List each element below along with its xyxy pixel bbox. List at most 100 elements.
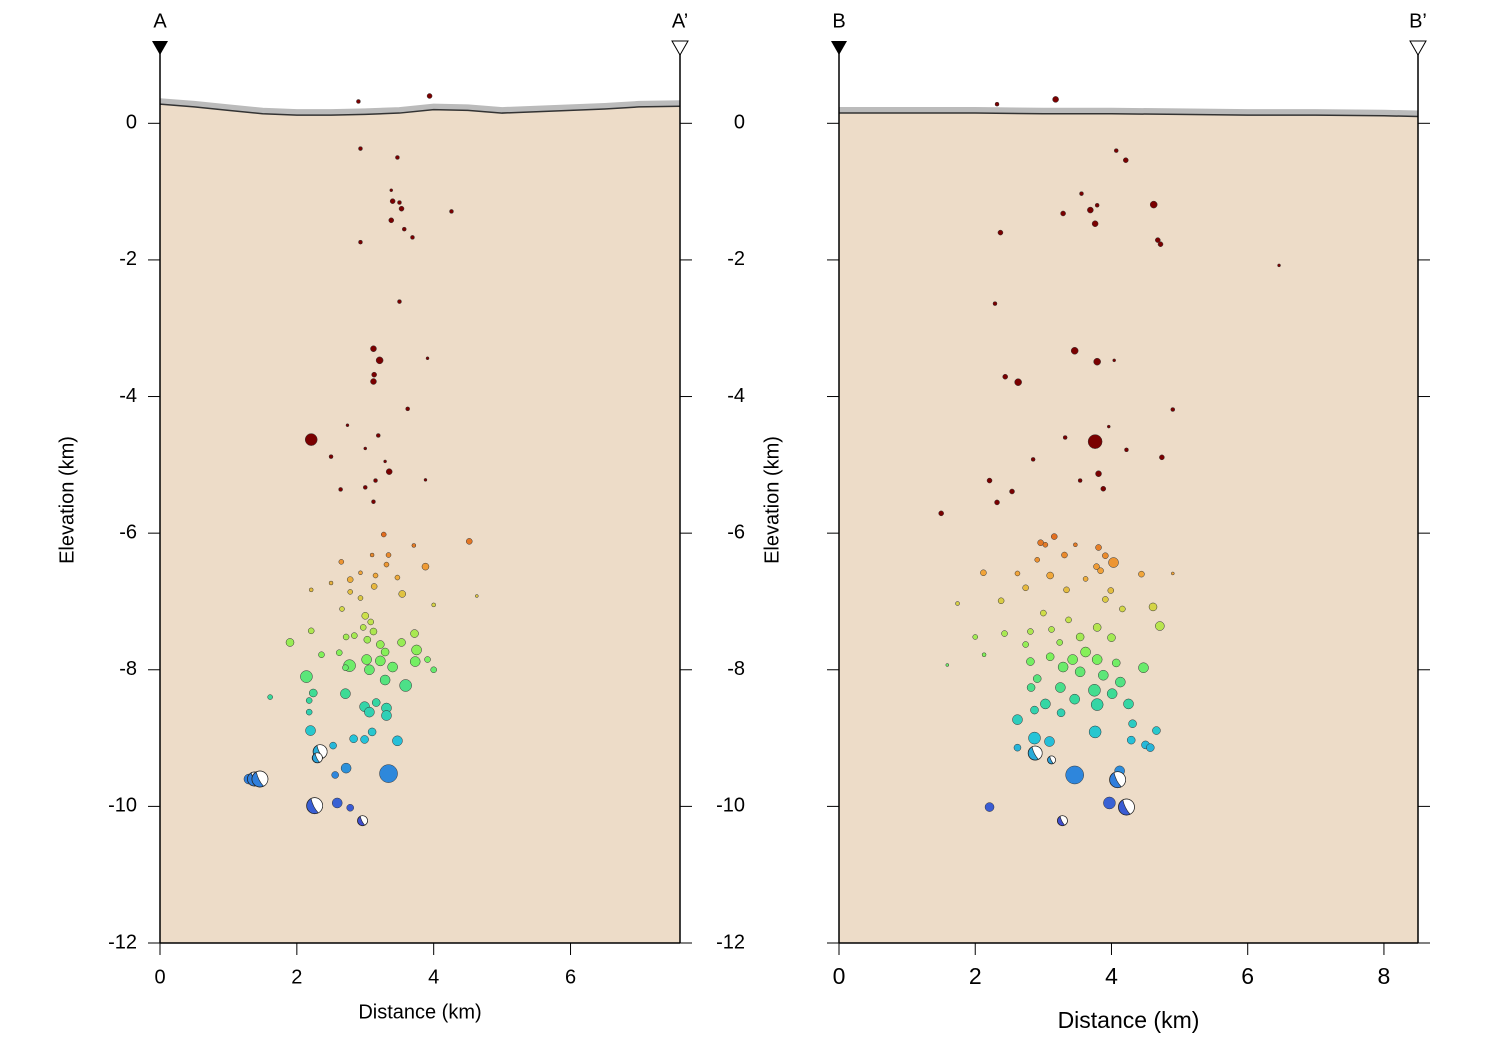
earthquake [986, 477, 993, 484]
earthquake [398, 590, 406, 598]
earthquake [1148, 602, 1158, 612]
earthquake [1100, 486, 1107, 492]
earthquake [1009, 488, 1015, 495]
x-tick-label: 4 [1105, 963, 1118, 989]
topography-band [839, 107, 1419, 117]
earthquake [309, 688, 318, 698]
earthquake [305, 708, 313, 716]
earthquake [389, 198, 396, 204]
earthquake [1073, 542, 1078, 548]
earthquake [997, 597, 1005, 605]
earthquake [1170, 407, 1176, 412]
earthquake [1092, 623, 1102, 632]
earthquake [1097, 567, 1104, 574]
focal-mechanism [306, 797, 324, 815]
earthquake [285, 638, 295, 647]
earthquake [329, 741, 337, 750]
earthquake [1045, 652, 1055, 662]
earthquake [410, 629, 419, 638]
earthquake [376, 640, 385, 649]
earthquake [1051, 533, 1058, 540]
earthquake [331, 797, 343, 809]
earthquake [1093, 563, 1100, 570]
earthquake [1107, 587, 1115, 594]
earthquake [308, 587, 314, 593]
earthquake [340, 762, 352, 774]
earthquake [371, 698, 381, 707]
earthquake [389, 188, 394, 192]
earthquake [1013, 743, 1022, 752]
topography [159, 103, 681, 116]
y-tick-label: -8 [119, 658, 137, 680]
earthquake [367, 618, 374, 626]
earthquake [1002, 373, 1008, 380]
y-tick-label: 0 [734, 112, 745, 134]
focal-mechanism [1047, 755, 1056, 765]
y-axis-label: Elevation (km) [56, 436, 78, 564]
earthquake [1157, 241, 1164, 247]
earthquake [1057, 661, 1069, 673]
earthquake [371, 499, 376, 504]
earthquake [364, 706, 375, 718]
earthquake [1115, 676, 1126, 688]
earthquake [1087, 434, 1103, 449]
earthquake [307, 627, 315, 635]
earthquake [300, 670, 313, 683]
earthquake [361, 654, 372, 665]
earthquake [1030, 705, 1039, 715]
y-tick-label: -6 [119, 521, 137, 543]
earthquake [1032, 674, 1042, 683]
earthquake [383, 561, 390, 568]
earthquake [388, 217, 395, 224]
focal-mechanism [251, 770, 269, 788]
earthquake [1046, 571, 1054, 580]
focal-mechanism [1109, 771, 1127, 789]
y-tick-label: -4 [727, 385, 745, 407]
focal-mechanism [311, 752, 323, 764]
earthquake [1112, 358, 1116, 363]
earthquake [475, 594, 479, 598]
earthquake [267, 694, 273, 700]
x-tick-label: 6 [565, 966, 576, 988]
mechanism-quadrant [1059, 815, 1068, 826]
earthquake [1091, 220, 1099, 227]
earthquake [449, 209, 454, 214]
earthquake [385, 552, 392, 558]
earthquake [1155, 237, 1161, 243]
y-tick-label: 0 [126, 112, 137, 134]
earthquake [394, 574, 401, 581]
earthquake [356, 99, 361, 104]
earthquake [364, 664, 375, 676]
earthquake [1123, 698, 1134, 710]
earthquake [347, 589, 353, 595]
earthquake [425, 356, 430, 361]
earthquake [1090, 698, 1104, 711]
earthquake [397, 200, 402, 205]
earthquake [318, 651, 325, 658]
earthquake [1113, 148, 1119, 153]
earthquake [328, 580, 334, 586]
section-marker [671, 40, 689, 57]
earthquake [1138, 570, 1145, 578]
focal-mechanism [357, 815, 368, 827]
earthquake [345, 423, 350, 427]
earthquake [367, 727, 377, 737]
mechanism-quadrant [314, 752, 323, 763]
earthquake [379, 674, 391, 686]
section-label: A’ [672, 10, 688, 32]
earthquake [398, 205, 405, 212]
earthquake [1094, 203, 1100, 208]
earthquake [392, 735, 403, 747]
earthquake [410, 235, 415, 240]
topography [839, 112, 1419, 118]
earthquake [1022, 584, 1029, 592]
earthquake [981, 652, 987, 657]
focal-mechanism [1118, 798, 1135, 816]
earthquake [1014, 378, 1022, 386]
earthquake [423, 478, 428, 482]
earthquake [381, 710, 392, 721]
earthquake [424, 656, 431, 663]
earthquake [1022, 641, 1029, 648]
earthquake [1088, 684, 1101, 697]
earthquake [395, 155, 400, 160]
